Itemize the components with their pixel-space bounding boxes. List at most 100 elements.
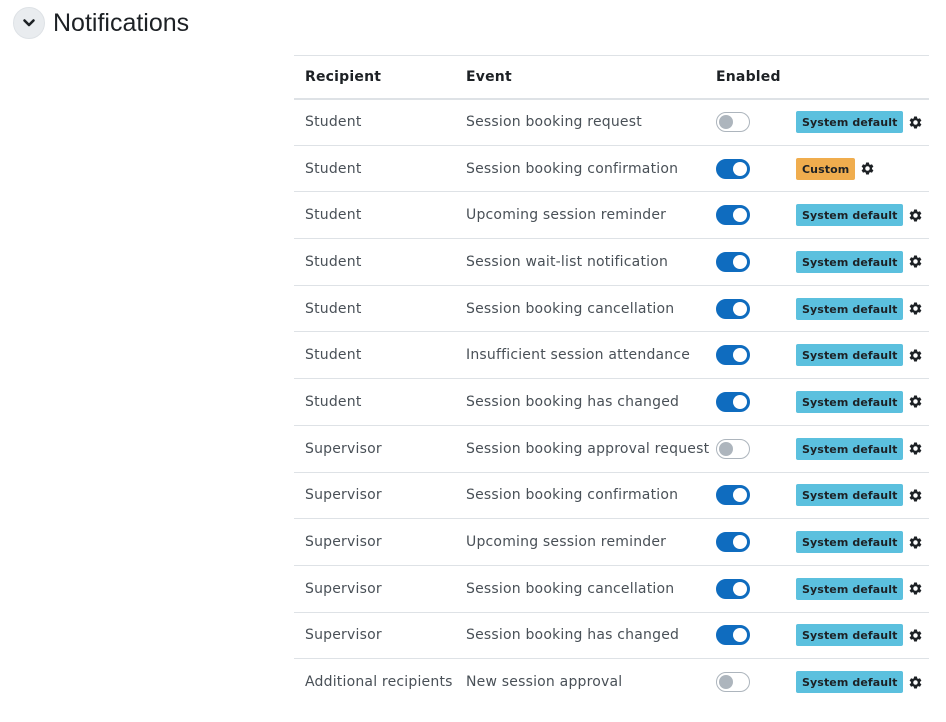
toggle-knob <box>733 254 747 269</box>
gear-icon[interactable] <box>908 301 923 316</box>
table-row: Student Session booking confirmation Custo… <box>294 145 929 192</box>
recipient-cell: Student <box>305 207 362 224</box>
gear-icon[interactable] <box>908 348 923 363</box>
enabled-cell <box>705 285 785 332</box>
table-row: Supervisor Session booking confirmation Sy… <box>294 472 929 519</box>
event-cell: Session booking request <box>466 114 642 131</box>
enabled-toggle[interactable] <box>716 625 750 646</box>
recipient-cell: Supervisor <box>305 534 382 551</box>
gear-icon[interactable] <box>908 581 923 596</box>
recipient-cell: Supervisor <box>305 580 382 597</box>
status-badge: System default <box>796 531 904 554</box>
recipient-cell: Supervisor <box>305 440 382 457</box>
recipient-cell: Student <box>305 253 362 270</box>
toggle-knob <box>733 208 747 223</box>
gear-icon[interactable] <box>908 254 923 269</box>
recipient-cell: Student <box>305 347 362 364</box>
recipient-cell: Student <box>305 114 362 131</box>
enabled-toggle[interactable] <box>716 485 750 506</box>
enabled-toggle[interactable] <box>716 112 750 133</box>
event-cell: Session booking cancellation <box>466 580 675 597</box>
toggle-knob <box>733 581 747 596</box>
event-cell: Upcoming session reminder <box>466 207 667 224</box>
enabled-cell <box>705 239 785 286</box>
event-cell: Session wait-list notification <box>466 253 669 270</box>
status-badge: System default <box>796 204 904 227</box>
gear-icon[interactable] <box>908 488 923 503</box>
enabled-toggle[interactable] <box>716 438 750 459</box>
event-cell: Session booking has changed <box>466 393 680 410</box>
status-badge: System default <box>796 390 904 413</box>
enabled-cell <box>705 472 785 519</box>
table-row: Supervisor Session booking has changed Sys… <box>294 612 929 659</box>
status-cell: System default <box>785 285 929 332</box>
status-badge: System default <box>796 671 904 694</box>
toggle-knob <box>733 535 747 550</box>
status-cell: System default <box>785 379 929 426</box>
toggle-knob <box>719 675 733 690</box>
status-group: System default <box>796 111 929 134</box>
enabled-toggle[interactable] <box>716 532 750 553</box>
collapse-button[interactable] <box>13 7 45 39</box>
enabled-cell <box>705 519 785 566</box>
status-cell: System default <box>785 425 929 472</box>
status-group: Custom <box>796 157 929 180</box>
status-badge: System default <box>796 250 904 273</box>
status-badge: System default <box>796 297 904 320</box>
status-cell: System default <box>785 332 929 379</box>
enabled-toggle[interactable] <box>716 391 750 412</box>
enabled-cell <box>705 192 785 239</box>
recipient-cell: Student <box>305 300 362 317</box>
enabled-toggle[interactable] <box>716 251 750 272</box>
table-row: Student Session booking cancellation Syste… <box>294 285 929 332</box>
event-cell: Upcoming session reminder <box>466 534 667 551</box>
enabled-toggle[interactable] <box>716 672 750 693</box>
status-cell: System default <box>785 239 929 286</box>
event-cell: Session booking confirmation <box>466 160 679 177</box>
status-group: System default <box>796 390 929 413</box>
chevron-down-icon <box>23 19 35 27</box>
status-badge: System default <box>796 437 904 460</box>
toggle-knob <box>733 301 747 316</box>
table-row: Student Session booking has changed System… <box>294 379 929 426</box>
enabled-toggle[interactable] <box>716 298 750 319</box>
status-group: System default <box>796 344 929 367</box>
enabled-toggle[interactable] <box>716 578 750 599</box>
column-header-event: Event <box>466 68 512 85</box>
status-group: System default <box>796 531 929 554</box>
enabled-cell <box>705 99 785 146</box>
gear-icon[interactable] <box>860 161 875 176</box>
status-group: System default <box>796 484 929 507</box>
status-badge: System default <box>796 624 904 647</box>
enabled-cell <box>705 145 785 192</box>
column-header-enabled: Enabled <box>716 68 781 85</box>
status-group: System default <box>796 250 929 273</box>
table-header-row: Recipient Event Enabled <box>294 55 929 99</box>
toggle-knob <box>733 348 747 363</box>
gear-icon[interactable] <box>908 394 923 409</box>
event-cell: Session booking confirmation <box>466 487 679 504</box>
recipient-cell: Additional recipients <box>305 674 453 691</box>
gear-icon[interactable] <box>908 441 923 456</box>
recipient-cell: Supervisor <box>305 627 382 644</box>
enabled-toggle[interactable] <box>716 205 750 226</box>
column-header-recipient: Recipient <box>305 68 382 85</box>
gear-icon[interactable] <box>908 628 923 643</box>
enabled-toggle[interactable] <box>716 158 750 179</box>
table-row: Student Session booking request System def… <box>294 99 929 146</box>
gear-icon[interactable] <box>908 115 923 130</box>
status-group: System default <box>796 204 929 227</box>
status-cell: System default <box>785 612 929 659</box>
status-badge: System default <box>796 577 904 600</box>
toggle-knob <box>733 628 747 643</box>
gear-icon[interactable] <box>908 208 923 223</box>
toggle-knob <box>719 441 733 456</box>
status-badge: Custom <box>796 157 856 180</box>
table-row: Student Upcoming session reminder System d… <box>294 192 929 239</box>
enabled-toggle[interactable] <box>716 345 750 366</box>
section-title: Notifications <box>53 8 190 37</box>
gear-icon[interactable] <box>908 675 923 690</box>
toggle-knob <box>733 161 747 176</box>
status-badge: System default <box>796 484 904 507</box>
gear-icon[interactable] <box>908 535 923 550</box>
